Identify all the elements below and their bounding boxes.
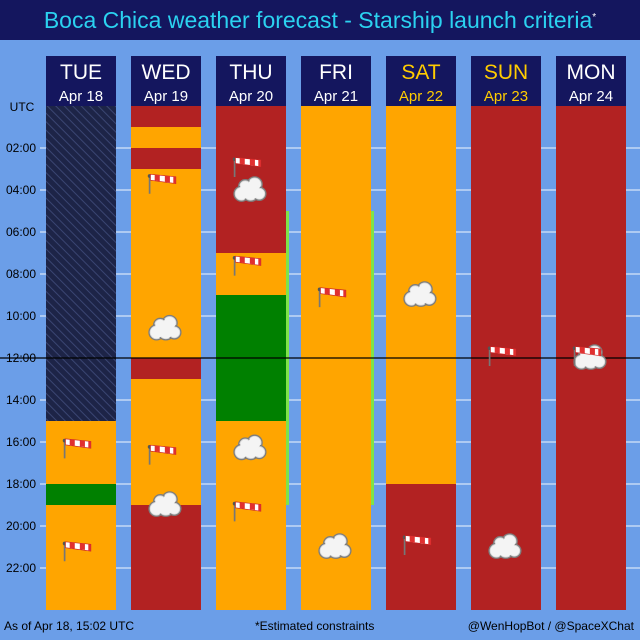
day-date: Apr 21 (314, 88, 358, 105)
y-tick-label: 02:00 (6, 141, 36, 155)
day-date: Apr 18 (59, 88, 103, 105)
day-header-box (216, 56, 286, 106)
segment-no-go (131, 106, 201, 127)
segment-marginal (131, 379, 201, 505)
day-name: FRI (319, 61, 353, 84)
y-axis-label: UTC (10, 100, 35, 114)
y-tick-label: 20:00 (6, 519, 36, 533)
chart-title: Boca Chica weather forecast - Starship l… (0, 0, 640, 40)
title-asterisk: * (592, 12, 597, 23)
chart-title-text: Boca Chica weather forecast - Starship l… (43, 7, 593, 33)
day-date: Apr 20 (229, 88, 273, 105)
day-date: Apr 24 (569, 88, 613, 105)
day-name: WED (142, 61, 191, 84)
day-name: SUN (484, 61, 528, 84)
segment-marginal (46, 421, 116, 484)
day-date: Apr 23 (484, 88, 528, 105)
day-header-box (471, 56, 541, 106)
day-name: MON (567, 61, 616, 84)
day-header-box (46, 56, 116, 106)
y-tick-label: 12:00 (6, 351, 36, 365)
y-tick-label: 16:00 (6, 435, 36, 449)
day-header-box (301, 56, 371, 106)
title-bar (0, 0, 640, 40)
day-name: TUE (60, 61, 102, 84)
segment-no-go (386, 484, 456, 610)
y-tick-label: 04:00 (6, 183, 36, 197)
segment-marginal (46, 505, 116, 610)
day-header-box (386, 56, 456, 106)
updated-timestamp: As of Apr 18, 15:02 UTC (4, 619, 135, 633)
segment-unknown-past (46, 106, 116, 421)
segment-go (46, 484, 116, 505)
day-date: Apr 19 (144, 88, 188, 105)
y-tick-label: 18:00 (6, 477, 36, 491)
day-name: THU (229, 61, 272, 84)
y-tick-label: 14:00 (6, 393, 36, 407)
segment-no-go (131, 358, 201, 379)
segment-no-go (131, 505, 201, 610)
y-tick-label: 10:00 (6, 309, 36, 323)
segment-marginal (131, 127, 201, 148)
segment-no-go (131, 148, 201, 169)
axis-layer: UTC 02:00 04:00 06:00 08:00 10:00 12:00 14:00 16… (6, 100, 36, 575)
y-tick-label: 08:00 (6, 267, 36, 281)
credit-handles: @WenHopBot / @SpaceXChat (467, 619, 634, 633)
y-tick-label: 22:00 (6, 561, 36, 575)
day-header-box (556, 56, 626, 106)
day-name: SAT (401, 61, 440, 84)
bars-layer (46, 106, 626, 610)
y-tick-label: 06:00 (6, 225, 36, 239)
headers-layer: TUE Apr 18 WED Apr 19 THU Apr 20 FRI Apr 21 SAT A… (46, 56, 626, 106)
day-header-box (131, 56, 201, 106)
estimate-note: *Estimated constraints (255, 619, 375, 633)
day-date: Apr 22 (399, 88, 443, 105)
